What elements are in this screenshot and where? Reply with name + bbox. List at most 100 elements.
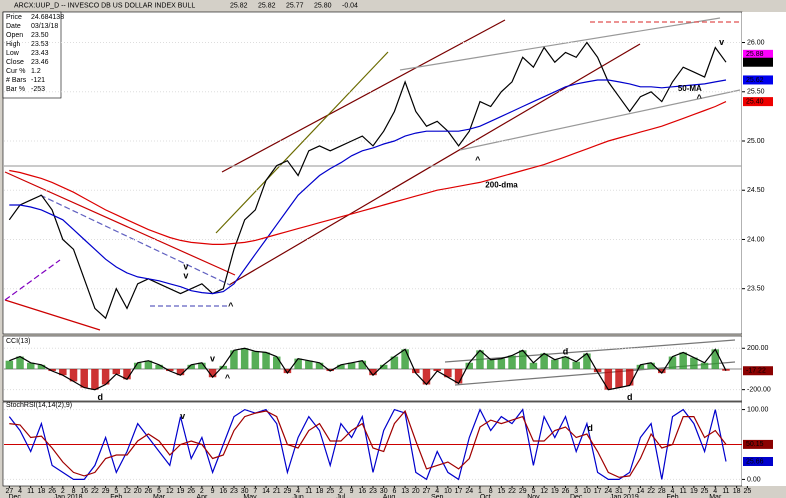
- x-tick-label: 2: [339, 488, 343, 495]
- x-tick-label: 6: [392, 488, 396, 495]
- x-tick-label: 20: [134, 488, 142, 495]
- x-tick-label: 25: [326, 488, 334, 495]
- cci-bar: [112, 368, 121, 375]
- x-tick-label: 22: [91, 488, 99, 495]
- x-tick-label: 11: [680, 488, 687, 495]
- cci-bar: [80, 368, 88, 388]
- cci-bar: [26, 362, 35, 369]
- cci-bar: [572, 361, 580, 369]
- cci-bar: [711, 349, 720, 369]
- month-label: May: [243, 494, 257, 498]
- x-tick-label: 23: [230, 488, 238, 495]
- x-tick-label: 27: [5, 488, 13, 495]
- month-label: Dec: [8, 494, 21, 498]
- annotation: d: [587, 423, 593, 433]
- cci-bar: [540, 353, 548, 369]
- info-value: 1.2: [31, 68, 41, 75]
- x-tick-label: 7: [628, 488, 632, 495]
- header-title: ARCX:UUP_D -- INVESCO DB US DOLLAR INDEX…: [14, 2, 195, 9]
- month-label: Sep: [431, 494, 444, 498]
- cci-bar: [48, 368, 56, 372]
- value-marker-label: 25.62: [746, 77, 764, 84]
- y-tick-label: 25.00: [747, 138, 765, 145]
- series-label: 200-dma: [485, 180, 518, 189]
- annotation: v: [719, 37, 724, 47]
- x-tick-label: 3: [574, 488, 578, 495]
- series-line: [8, 41, 727, 320]
- x-tick-label: 11: [722, 488, 729, 495]
- month-label: Jun: [292, 494, 303, 498]
- x-tick-label: 29: [284, 488, 292, 495]
- x-tick-label: 22: [647, 488, 655, 495]
- cci-bar: [647, 362, 655, 369]
- value-marker-label: -17.22: [746, 368, 766, 375]
- x-tick-label: 13: [401, 488, 409, 495]
- x-tick-label: 25: [743, 488, 751, 495]
- x-tick-label: 2: [61, 488, 65, 495]
- annotation: d: [627, 392, 633, 402]
- cci-bar: [5, 360, 14, 369]
- value-marker-label: 25.80: [746, 59, 764, 66]
- x-tick-label: 25: [701, 488, 709, 495]
- annotation: d: [563, 346, 569, 356]
- x-tick-label: 18: [733, 488, 741, 495]
- x-tick-label: 29: [102, 488, 110, 495]
- cci-bar: [16, 356, 24, 369]
- panel-title: CCI(13): [6, 338, 31, 345]
- x-tick-label: 14: [262, 488, 270, 495]
- month-label: Feb: [110, 494, 122, 498]
- month-label: Oct: [480, 494, 491, 498]
- x-tick-label: 7: [253, 488, 257, 495]
- series-line: [9, 409, 727, 478]
- info-value: 24.684138: [31, 14, 64, 21]
- cci-line: [9, 347, 727, 391]
- x-tick-label: 27: [423, 488, 431, 495]
- x-tick-label: 18: [38, 488, 46, 495]
- x-tick-label: 4: [18, 488, 22, 495]
- cci-bar: [561, 356, 570, 369]
- cci-bar: [476, 350, 484, 369]
- cci-bar: [679, 352, 687, 369]
- x-tick-label: 2: [200, 488, 204, 495]
- info-key: Date: [6, 23, 21, 30]
- cci-bar: [369, 368, 377, 376]
- cci-bar: [91, 368, 99, 390]
- cci-bar: [604, 368, 613, 390]
- cci-bar: [465, 362, 474, 369]
- cci-bar: [508, 355, 516, 369]
- cci-bar: [262, 352, 270, 369]
- cci-bar: [668, 356, 677, 369]
- x-tick-label: 30: [380, 488, 388, 495]
- x-tick-label: 11: [27, 488, 34, 495]
- x-tick-label: 16: [80, 488, 88, 495]
- x-tick-label: 4: [296, 488, 300, 495]
- cci-bar: [358, 360, 367, 369]
- info-value: 23.43: [31, 50, 49, 57]
- cci-bar: [422, 368, 431, 385]
- x-tick-label: 17: [455, 488, 463, 495]
- x-tick-label: 23: [369, 488, 377, 495]
- cci-bar: [155, 364, 163, 369]
- info-value: 03/13/18: [31, 23, 58, 30]
- value-marker-label: 50.15: [746, 441, 764, 448]
- series-line: [9, 101, 727, 245]
- x-tick-label: 19: [690, 488, 698, 495]
- cci-bar: [133, 362, 142, 369]
- cci-bar: [326, 368, 334, 372]
- x-tick-label: 21: [273, 488, 281, 495]
- cci-bar: [444, 368, 452, 378]
- info-key: Price: [6, 14, 22, 21]
- month-label: Feb: [666, 494, 678, 498]
- y-tick-label: 23.50: [747, 286, 765, 293]
- cci-bar: [230, 350, 238, 369]
- x-tick-label: 4: [713, 488, 717, 495]
- value-marker-label: 25.88: [746, 51, 764, 58]
- cci-bar: [144, 360, 153, 369]
- cci-bar: [593, 368, 602, 373]
- annotation: v: [210, 354, 215, 364]
- x-tick-label: 5: [157, 488, 161, 495]
- header-quote: -0.04: [342, 2, 358, 9]
- cci-bar: [551, 359, 559, 369]
- info-key: Open: [6, 32, 23, 39]
- x-tick-label: 26: [562, 488, 570, 495]
